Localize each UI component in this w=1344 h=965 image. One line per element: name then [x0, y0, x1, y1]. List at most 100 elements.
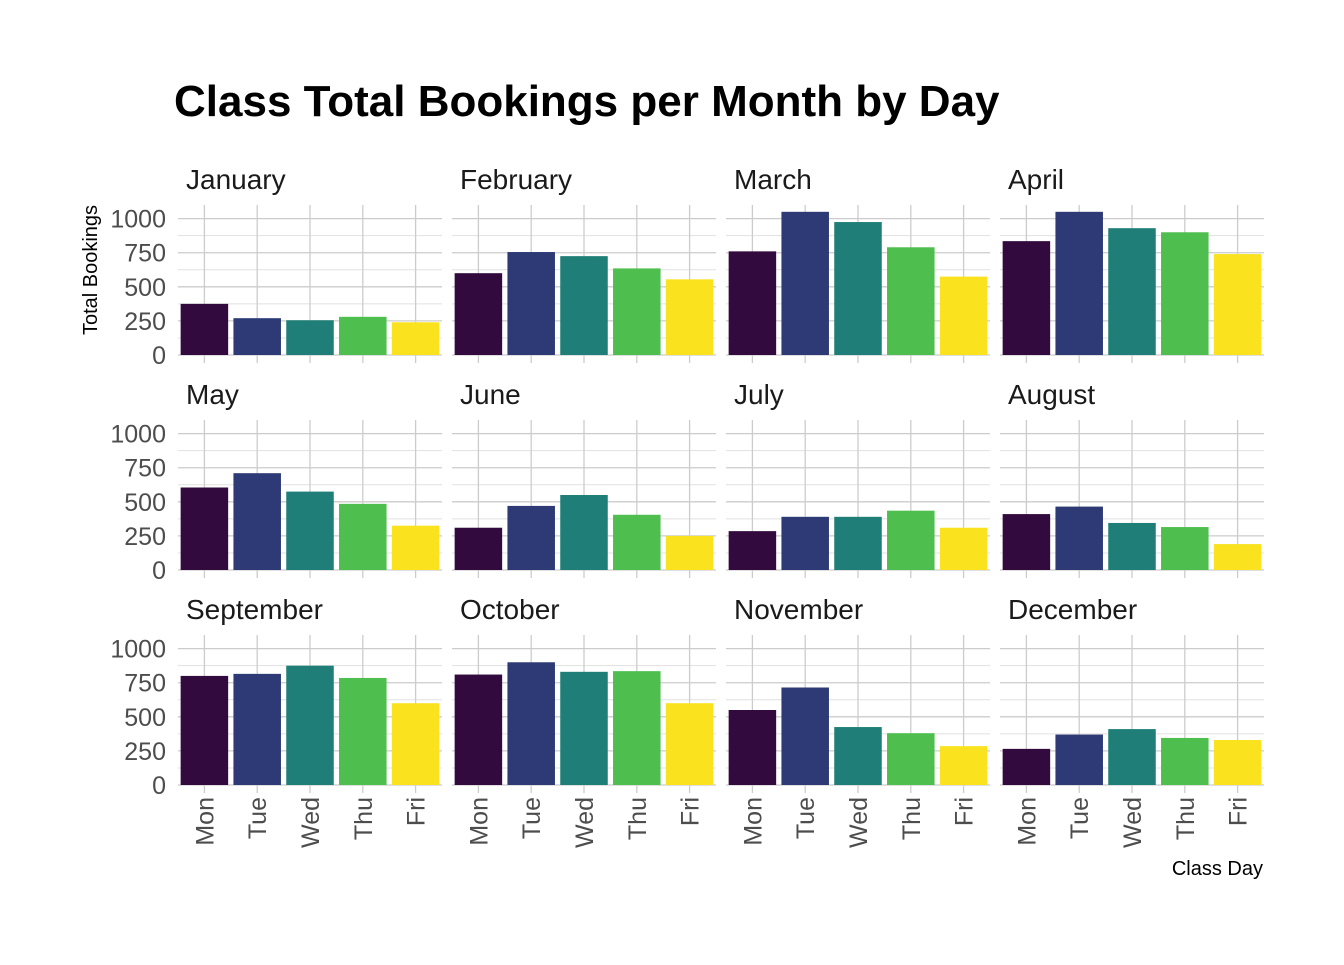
- x-tick-label: Wed: [1119, 797, 1147, 848]
- facet-label: June: [460, 379, 521, 410]
- y-tick-label: 1000: [110, 421, 166, 449]
- bar-february-mon: [454, 273, 503, 355]
- y-tick-label: 750: [124, 455, 166, 483]
- bar-april-wed: [1108, 228, 1156, 355]
- bar-september-wed: [286, 665, 334, 785]
- facet-panel-december: December Mon Tue Wed Thu Fri: [1000, 594, 1264, 848]
- bar-january-wed: [286, 320, 334, 355]
- bar-may-thu: [339, 503, 387, 570]
- bar-december-mon: [1002, 748, 1051, 785]
- x-axis-title: Class Day: [1172, 858, 1263, 880]
- x-tick-label: Thu: [898, 797, 926, 840]
- bar-september-thu: [339, 677, 387, 785]
- facet-label: April: [1008, 164, 1064, 195]
- facet-label: August: [1008, 379, 1095, 410]
- facet-panel-march: March: [726, 164, 990, 363]
- y-tick-label: 250: [124, 738, 166, 766]
- y-tick-label: 500: [124, 704, 166, 732]
- bar-july-thu: [887, 510, 935, 570]
- bar-may-mon: [180, 487, 229, 570]
- bar-may-tue: [233, 473, 281, 570]
- y-tick-label: 1000: [110, 636, 166, 664]
- bar-december-wed: [1108, 729, 1156, 785]
- facet-panel-january: January 0 250 500 750 1000: [110, 164, 442, 370]
- bar-october-tue: [507, 662, 555, 785]
- facet-panel-july: July: [726, 379, 990, 578]
- facet-label: November: [734, 594, 863, 625]
- x-tick-label: Wed: [845, 797, 873, 848]
- bar-june-tue: [507, 505, 555, 570]
- y-tick-label: 500: [124, 489, 166, 517]
- bar-november-fri: [939, 746, 988, 785]
- bar-july-fri: [939, 527, 988, 570]
- bar-january-tue: [233, 318, 281, 355]
- bar-april-tue: [1055, 211, 1103, 355]
- bar-june-thu: [613, 514, 661, 570]
- facet-label: December: [1008, 594, 1137, 625]
- facet-panel-november: November Mon Tue Wed Thu Fri: [726, 594, 990, 848]
- x-tick-label: Fri: [677, 797, 705, 826]
- facet-label: July: [734, 379, 784, 410]
- bar-october-wed: [560, 671, 608, 785]
- bar-april-thu: [1161, 232, 1209, 355]
- x-tick-label: Tue: [792, 797, 820, 839]
- bar-december-tue: [1055, 734, 1103, 785]
- y-tick-label: 0: [152, 772, 166, 800]
- bar-july-tue: [781, 516, 829, 570]
- x-tick-label: Fri: [1225, 797, 1253, 826]
- facet-panel-october: October Mon Tue Wed Thu Fri: [452, 594, 716, 848]
- x-tick-label: Thu: [1172, 797, 1200, 840]
- y-tick-label: 1000: [110, 206, 166, 234]
- x-tick-label: Tue: [1066, 797, 1094, 839]
- bar-october-mon: [454, 674, 503, 785]
- bar-march-mon: [728, 251, 777, 355]
- facet-label: March: [734, 164, 812, 195]
- bar-march-tue: [781, 211, 829, 355]
- facet-label: February: [460, 164, 572, 195]
- bar-july-mon: [728, 531, 777, 570]
- y-tick-label: 500: [124, 274, 166, 302]
- facet-panels: January 0 250 500 750 1000 February March April M…: [110, 164, 1264, 848]
- bar-march-thu: [887, 247, 935, 355]
- facet-panel-august: August: [1000, 379, 1264, 578]
- bar-september-mon: [180, 675, 229, 785]
- bar-january-fri: [391, 322, 440, 355]
- bar-december-thu: [1161, 737, 1209, 785]
- y-tick-label: 250: [124, 523, 166, 551]
- bar-august-wed: [1108, 522, 1156, 570]
- bar-may-fri: [391, 525, 440, 570]
- bar-july-wed: [834, 516, 882, 570]
- x-tick-label: Fri: [403, 797, 431, 826]
- facet-label: May: [186, 379, 239, 410]
- bar-november-mon: [728, 710, 777, 785]
- x-tick-label: Mon: [191, 797, 219, 846]
- bar-october-thu: [613, 671, 661, 785]
- bar-june-mon: [454, 527, 503, 570]
- x-tick-label: Wed: [571, 797, 599, 848]
- bar-september-fri: [391, 703, 440, 785]
- bar-november-thu: [887, 733, 935, 785]
- x-tick-label: Mon: [465, 797, 493, 846]
- facet-panel-may: May 0 250 500 750 1000: [110, 379, 442, 585]
- facet-panel-february: February: [452, 164, 716, 363]
- x-tick-label: Tue: [244, 797, 272, 839]
- facet-label: October: [460, 594, 560, 625]
- bar-february-fri: [665, 279, 714, 355]
- x-tick-label: Wed: [297, 797, 325, 848]
- y-tick-label: 250: [124, 308, 166, 336]
- bar-august-fri: [1213, 544, 1262, 570]
- bar-march-wed: [834, 222, 882, 355]
- facet-label: September: [186, 594, 323, 625]
- bar-june-wed: [560, 495, 608, 570]
- bar-september-tue: [233, 673, 281, 785]
- facet-panel-june: June: [452, 379, 716, 578]
- bar-january-mon: [180, 303, 229, 355]
- x-tick-label: Thu: [624, 797, 652, 840]
- bar-april-mon: [1002, 241, 1051, 355]
- bar-february-tue: [507, 252, 555, 355]
- bar-february-wed: [560, 256, 608, 355]
- y-tick-label: 750: [124, 670, 166, 698]
- bar-october-fri: [665, 703, 714, 785]
